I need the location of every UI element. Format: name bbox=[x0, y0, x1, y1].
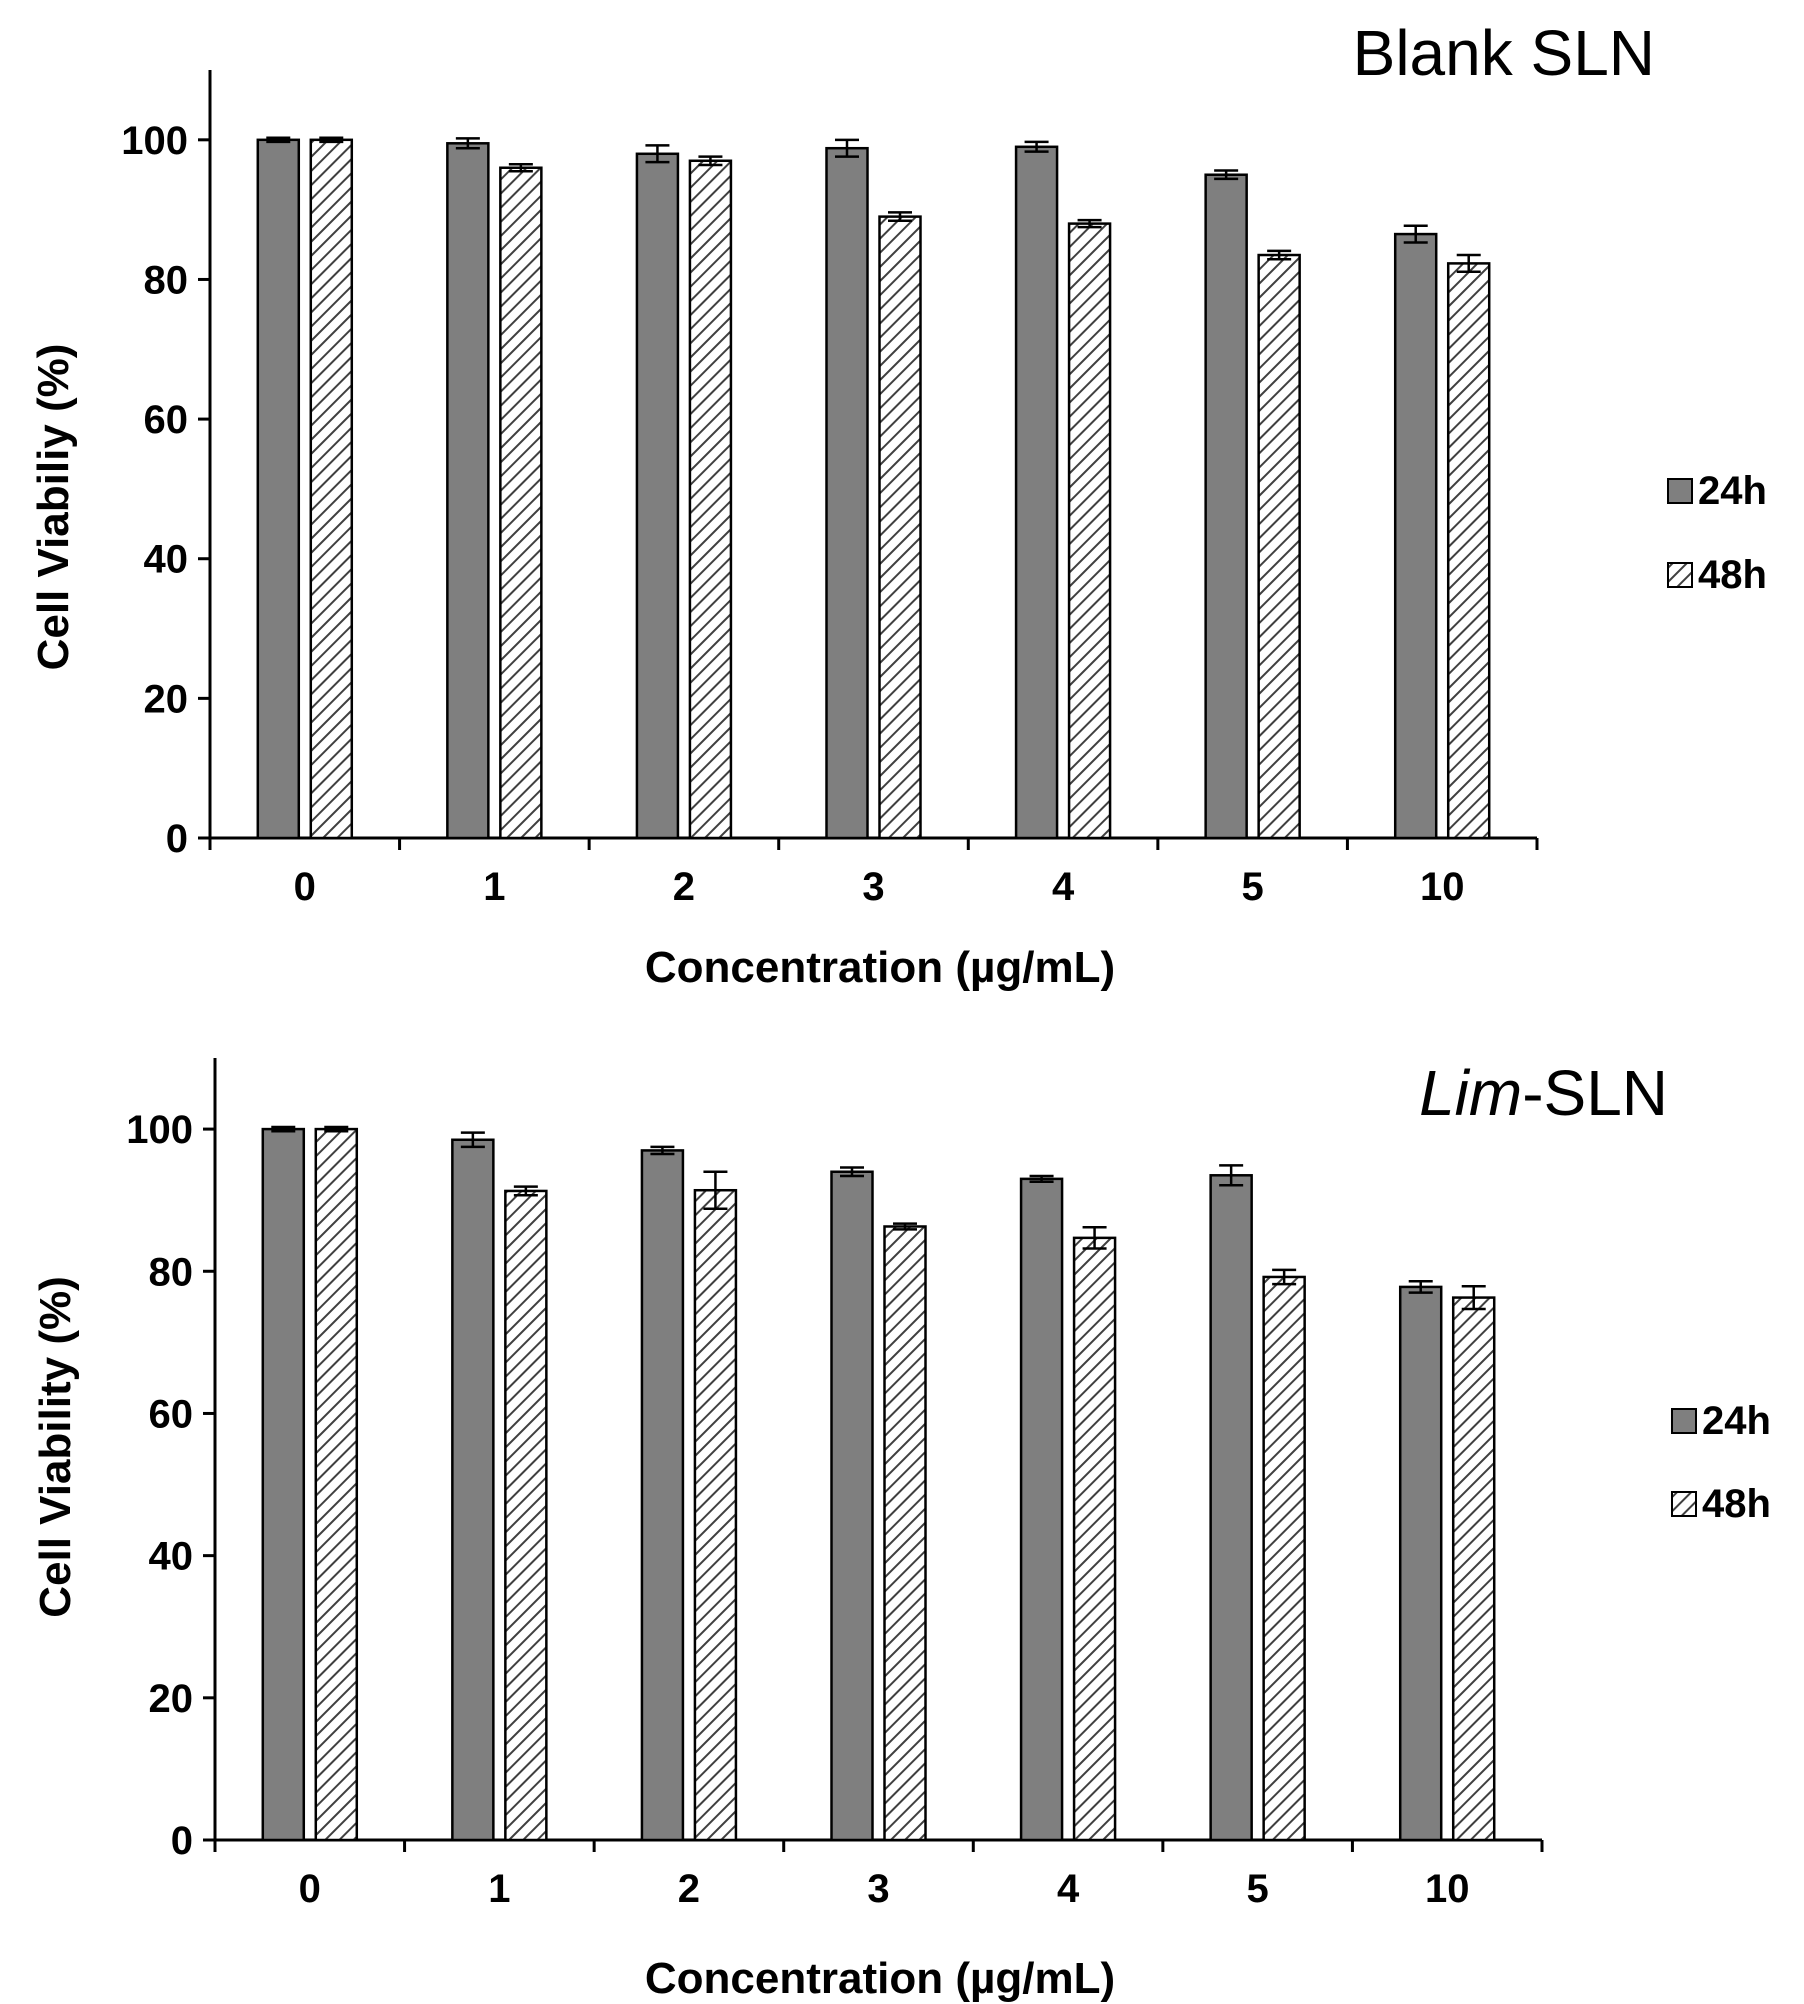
bar-48h-2 bbox=[688, 159, 733, 840]
bar-24h-1 bbox=[451, 1138, 495, 1842]
legend-swatch-48h bbox=[1671, 1491, 1697, 1517]
bar-48h-4 bbox=[1072, 1236, 1117, 1842]
y-tick-label: 0 bbox=[166, 817, 188, 861]
legend-label-48h: 48h bbox=[1698, 553, 1767, 597]
y-tick-label: 60 bbox=[149, 1392, 194, 1436]
bar-24h-10 bbox=[1398, 1285, 1443, 1842]
chart-panel-lim-sln: Lim-SLN 0 20 40 60 80 100 0 1 2 3 4 5 10 Concentrati… bbox=[31, 1057, 1771, 2003]
bar-24h-3 bbox=[825, 146, 869, 840]
bar-24h-0 bbox=[256, 138, 301, 840]
x-tick-label: 1 bbox=[488, 1867, 510, 1911]
x-tick-label: 5 bbox=[1242, 865, 1264, 909]
legend: 24h 48h bbox=[1671, 1399, 1771, 1526]
legend-label-24h: 24h bbox=[1698, 469, 1767, 513]
x-tick-label: 0 bbox=[299, 1867, 321, 1911]
chart-title: Lim-SLN bbox=[1419, 1057, 1668, 1129]
bar-24h-4 bbox=[1019, 1177, 1064, 1842]
bar-48h-10 bbox=[1446, 262, 1491, 840]
x-tick-label: 2 bbox=[678, 1867, 700, 1911]
x-tick-label: 1 bbox=[483, 865, 505, 909]
y-axis-title: Cell Viability (%) bbox=[31, 1276, 80, 1618]
bar-48h-2 bbox=[693, 1188, 738, 1842]
y-tick-label: 100 bbox=[126, 1108, 193, 1152]
bar-24h-5 bbox=[1209, 1174, 1253, 1842]
bar-24h-3 bbox=[830, 1170, 874, 1842]
bar-24h-2 bbox=[640, 1149, 685, 1842]
y-tick-label: 80 bbox=[149, 1250, 194, 1294]
y-tick-label: 40 bbox=[149, 1535, 194, 1579]
bar-24h-2 bbox=[635, 152, 680, 840]
y-tick-label: 80 bbox=[144, 258, 189, 302]
y-tick-label: 40 bbox=[144, 538, 189, 582]
x-tick-label: 4 bbox=[1052, 865, 1075, 909]
bar-24h-0 bbox=[261, 1127, 306, 1842]
bar-24h-1 bbox=[446, 142, 490, 840]
bar-24h-5 bbox=[1204, 173, 1248, 840]
x-tick-label: 3 bbox=[867, 1867, 889, 1911]
bar-48h-10 bbox=[1451, 1296, 1496, 1842]
x-axis-title: Concentration (µg/mL) bbox=[645, 943, 1115, 992]
legend-label-24h: 24h bbox=[1702, 1399, 1771, 1443]
bar-48h-1 bbox=[499, 166, 543, 840]
bar-48h-5 bbox=[1257, 253, 1301, 840]
legend-swatch-24h bbox=[1667, 478, 1693, 504]
x-tick-label: 10 bbox=[1425, 1867, 1470, 1911]
plot-area: 0 20 40 60 80 100 0 1 2 3 4 5 10 bbox=[126, 1058, 1544, 1911]
x-tick-label: 0 bbox=[294, 865, 316, 909]
x-tick-label: 3 bbox=[862, 865, 884, 909]
x-tick-label: 2 bbox=[673, 865, 695, 909]
chart-title-text: -SLN bbox=[1522, 1057, 1668, 1129]
bar-48h-3 bbox=[878, 215, 922, 840]
x-axis-title: Concentration (µg/mL) bbox=[645, 1954, 1115, 2003]
legend-label-48h: 48h bbox=[1702, 1482, 1771, 1526]
bar-48h-5 bbox=[1262, 1275, 1306, 1842]
y-axis-title: Cell Viabiliy (%) bbox=[29, 344, 78, 671]
y-tick-label: 20 bbox=[144, 677, 189, 721]
legend-swatch-24h bbox=[1671, 1408, 1697, 1434]
bar-48h-0 bbox=[309, 138, 354, 840]
y-tick-label: 0 bbox=[171, 1819, 193, 1863]
x-tick-label: 10 bbox=[1420, 865, 1465, 909]
bar-48h-1 bbox=[504, 1189, 548, 1842]
chart-title-italic: Lim bbox=[1419, 1057, 1522, 1129]
x-tick-label: 4 bbox=[1057, 1867, 1080, 1911]
x-tick-label: 5 bbox=[1247, 1867, 1269, 1911]
legend: 24h 48h bbox=[1667, 469, 1767, 597]
y-tick-label: 60 bbox=[144, 398, 189, 442]
chart-title: Blank SLN bbox=[1353, 17, 1655, 89]
y-tick-label: 20 bbox=[149, 1677, 194, 1721]
legend-swatch-48h bbox=[1667, 562, 1693, 588]
plot-area: 0 20 40 60 80 100 0 1 2 3 4 5 10 bbox=[121, 70, 1539, 909]
bar-48h-4 bbox=[1067, 222, 1112, 840]
chart-title-text: Blank SLN bbox=[1353, 17, 1655, 89]
bar-48h-0 bbox=[314, 1127, 359, 1842]
chart-panel-blank-sln: Blank SLN 0 20 40 60 80 100 0 1 2 3 4 5 10 Concentra… bbox=[29, 17, 1767, 992]
y-tick-label: 100 bbox=[121, 119, 188, 163]
bar-48h-3 bbox=[883, 1225, 927, 1842]
bar-24h-10 bbox=[1393, 232, 1438, 840]
bar-24h-4 bbox=[1014, 145, 1059, 840]
